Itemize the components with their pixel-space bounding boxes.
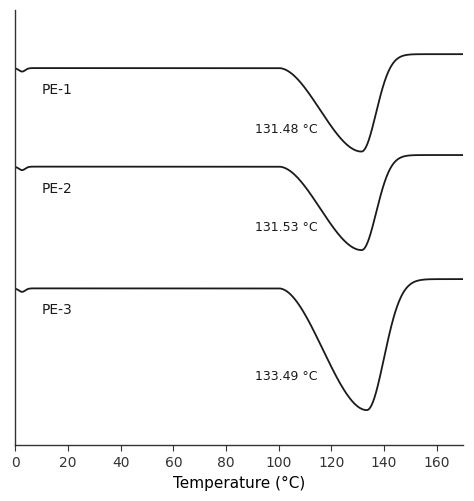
X-axis label: Temperature (°C): Temperature (°C) <box>173 475 305 490</box>
Text: 131.48 °C: 131.48 °C <box>255 123 318 136</box>
Text: PE-1: PE-1 <box>42 83 73 97</box>
Text: 131.53 °C: 131.53 °C <box>255 221 318 234</box>
Text: 133.49 °C: 133.49 °C <box>255 369 318 382</box>
Text: PE-2: PE-2 <box>42 181 73 195</box>
Text: PE-3: PE-3 <box>42 303 73 317</box>
